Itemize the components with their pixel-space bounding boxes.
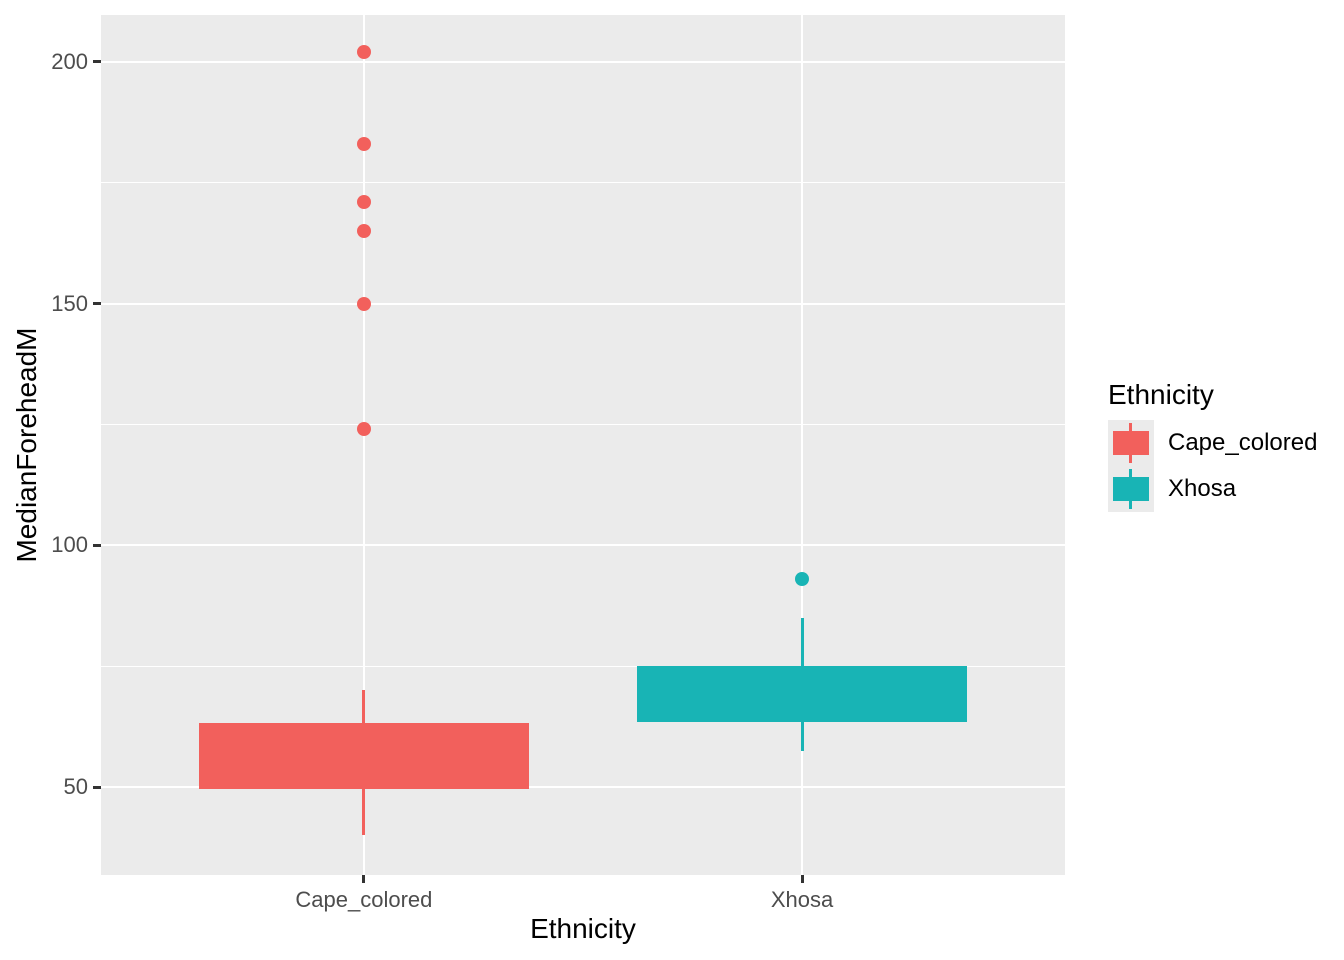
y-tick-mark [93, 785, 101, 789]
gridline-minor [101, 182, 1065, 184]
x-tick-mark [362, 875, 366, 883]
gridline-major [101, 60, 1065, 63]
outlier-point-cape_colored [356, 45, 371, 60]
outlier-point-cape_colored [356, 296, 371, 311]
outlier-point-cape_colored [356, 195, 371, 210]
y-axis-title: MedianForeheadM [11, 327, 42, 563]
outlier-point-cape_colored [356, 224, 371, 239]
legend: Ethnicity Cape_colored Xhosa [1108, 379, 1317, 512]
outlier-point-cape_colored [356, 137, 371, 152]
lower-whisker-cape_colored [362, 789, 366, 836]
gridline-major [101, 786, 1065, 789]
y-tick-label: 150 [51, 290, 88, 316]
legend-item-label: Cape_colored [1168, 429, 1318, 456]
x-tick-label: Cape_colored [295, 887, 433, 912]
gridline-minor [101, 665, 1065, 667]
legend-item: Xhosa [1108, 466, 1328, 512]
y-tick-mark [93, 302, 101, 306]
legend-key-box-icon [1113, 431, 1149, 455]
y-tick-label: 200 [51, 48, 88, 74]
x-tick-mark [800, 875, 804, 883]
x-axis-title: Ethnicity [530, 913, 636, 944]
boxplot-box-cape_colored [198, 722, 529, 790]
lower-whisker-xhosa [800, 721, 804, 751]
boxplot-box-xhosa [637, 666, 968, 722]
x-gridline [801, 15, 804, 875]
legend-key [1108, 466, 1154, 512]
x-tick-label: Xhosa [770, 887, 834, 912]
gridline-major [101, 302, 1065, 305]
gridline-minor [101, 423, 1065, 425]
legend-title: Ethnicity [1108, 379, 1214, 410]
y-tick-label: 100 [51, 532, 88, 558]
legend-item: Cape_colored [1108, 420, 1328, 466]
upper-whisker-cape_colored [362, 690, 366, 723]
y-tick-label: 50 [63, 774, 88, 800]
x-gridline [362, 15, 365, 875]
gridline-major [101, 544, 1065, 547]
y-tick-mark [93, 543, 101, 547]
legend-item-label: Xhosa [1168, 475, 1237, 502]
legend-key-box-icon [1113, 477, 1149, 501]
legend-key [1108, 420, 1154, 466]
outlier-point-xhosa [795, 572, 810, 587]
outlier-point-cape_colored [356, 422, 371, 437]
upper-whisker-xhosa [800, 617, 804, 667]
y-tick-mark [93, 60, 101, 64]
